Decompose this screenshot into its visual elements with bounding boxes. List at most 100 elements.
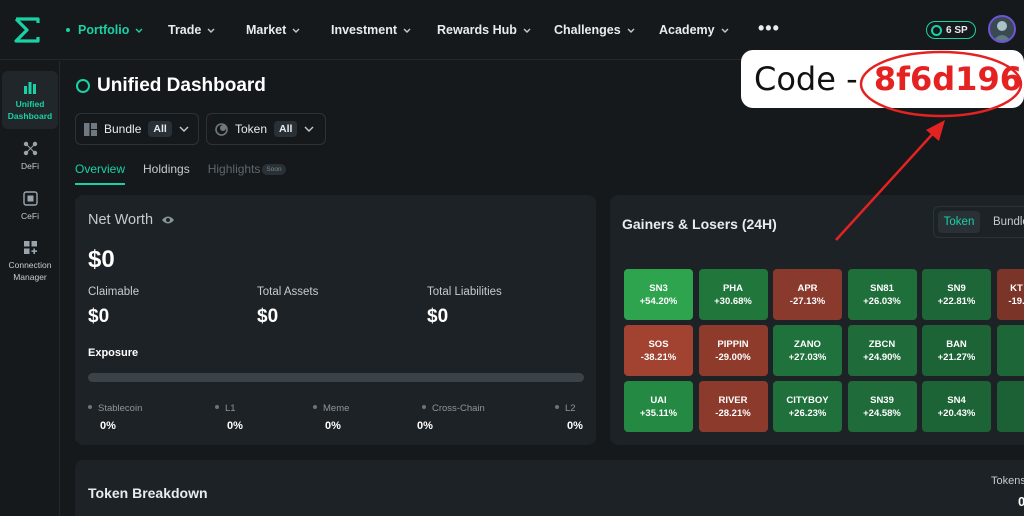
token-bundle-toggle: Token Bundle xyxy=(933,206,1024,238)
tab-overview[interactable]: Overview xyxy=(75,162,126,185)
sidebar-item-defi[interactable]: DeFi xyxy=(2,141,58,172)
tile-change: -38.21% xyxy=(640,351,677,363)
tile-symbol: ZANO xyxy=(794,338,821,350)
gainer-loser-tile[interactable]: SOS -38.21% xyxy=(624,325,693,376)
tile-change: +30.68% xyxy=(714,295,752,307)
exposure-item-meme: Meme 0% xyxy=(313,398,349,432)
tile-change: +35.11% xyxy=(639,407,678,419)
chevron-down-icon xyxy=(135,28,143,33)
tab-holdings[interactable]: Holdings xyxy=(143,162,190,176)
tile-change: -19. xyxy=(1008,295,1024,307)
gainer-loser-tile[interactable]: SN9 +22.81% xyxy=(922,269,991,320)
gainer-loser-tile[interactable] xyxy=(996,325,1024,376)
red-arrow-head xyxy=(926,120,945,141)
bundle-filter[interactable]: Bundle All xyxy=(75,113,199,145)
chevron-down-icon xyxy=(523,28,531,33)
nav-investment[interactable]: Investment xyxy=(331,23,411,37)
tile-symbol: ZBCN xyxy=(868,338,896,350)
tile-symbol: APR xyxy=(797,282,818,294)
toggle-bundle[interactable]: Bundle xyxy=(993,216,1024,228)
tile-symbol: SN9 xyxy=(947,282,966,294)
chevron-down-icon xyxy=(179,126,189,132)
gainer-loser-tile[interactable]: PHA +30.68% xyxy=(698,269,768,320)
total-liabilities-label: Total Liabilities xyxy=(427,286,502,298)
legend-dot-icon xyxy=(422,404,426,409)
tile-change: -28.21% xyxy=(715,407,751,419)
page-title: Unified Dashboard xyxy=(76,75,266,97)
nav-market[interactable]: Market xyxy=(246,23,300,37)
gainer-loser-tile[interactable]: SN4 +20.43% xyxy=(922,381,991,432)
tile-symbol: RIVER xyxy=(718,394,748,406)
connection-icon xyxy=(23,241,37,254)
gainer-loser-tile[interactable]: ZBCN +24.90% xyxy=(847,325,917,376)
gainers-losers-card: Gainers & Losers (24H) Token Bundle SN3+… xyxy=(610,195,1024,445)
gainer-loser-tile[interactable]: SN3 +54.20% xyxy=(624,269,693,320)
legend-dot-icon xyxy=(215,404,219,409)
net-worth-value: $0 xyxy=(88,246,115,273)
tokens-label: Tokens xyxy=(991,475,1024,487)
tile-change: +54.20% xyxy=(639,295,678,307)
toggle-token[interactable]: Token xyxy=(938,211,980,233)
sidebar-item-cefi[interactable]: CeFi xyxy=(2,191,58,222)
claimable-value: $0 xyxy=(88,306,110,327)
gainer-loser-tile[interactable]: BAN +21.27% xyxy=(922,325,991,376)
gainer-loser-tile[interactable]: RIVER -28.21% xyxy=(698,381,768,432)
title-ring-icon xyxy=(76,79,90,93)
nav-portfolio[interactable]: Portfolio xyxy=(66,23,143,37)
tile-symbol: SN81 xyxy=(870,282,894,294)
user-avatar[interactable] xyxy=(988,15,1016,43)
gainer-loser-tile[interactable]: UAI +35.11% xyxy=(624,381,693,432)
bar-chart-icon xyxy=(24,82,36,94)
nav-rewards-hub[interactable]: Rewards Hub xyxy=(437,23,531,37)
top-navigation: Portfolio Trade Market Investment Reward… xyxy=(0,0,1024,60)
token-breakdown-card: Token Breakdown Tokens 0 xyxy=(75,460,1024,516)
defi-icon xyxy=(23,141,37,156)
token-icon xyxy=(215,122,228,136)
exposure-label: Exposure xyxy=(88,347,139,359)
avatar-figure-icon xyxy=(993,21,1011,41)
gainer-loser-tile[interactable]: SN39 +24.58% xyxy=(847,381,917,432)
code-annotation-box: Code - 8f6d1961 xyxy=(741,50,1024,108)
tile-change: +27.03% xyxy=(788,351,827,363)
gainer-loser-tile[interactable]: CITYBOY +26.23% xyxy=(773,381,842,432)
nav-academy[interactable]: Academy xyxy=(659,23,729,37)
gainer-loser-tile[interactable]: SN81 +26.03% xyxy=(847,269,917,320)
tokens-value: 0 xyxy=(1018,494,1024,509)
sp-points-badge[interactable]: 6 SP xyxy=(926,21,976,39)
sidebar-item-connection-manager[interactable]: Connection Manager xyxy=(2,240,58,283)
more-menu-button[interactable]: ••• xyxy=(758,18,780,38)
gainer-loser-tile[interactable]: APR -27.13% xyxy=(773,269,842,320)
tile-symbol: UAI xyxy=(650,394,667,406)
token-breakdown-title: Token Breakdown xyxy=(88,485,208,501)
tile-symbol: KT xyxy=(1010,282,1023,294)
tile-change: +26.23% xyxy=(788,407,827,419)
tile-symbol: PHA xyxy=(722,282,744,294)
tile-symbol: CITYBOY xyxy=(786,394,829,406)
tile-symbol: SOS xyxy=(648,338,669,350)
soon-badge: Soon xyxy=(262,164,286,176)
chevron-down-icon xyxy=(403,28,411,33)
gainer-loser-tile[interactable]: ZANO +27.03% xyxy=(773,325,842,376)
tab-highlights[interactable]: Highlights Soon xyxy=(208,162,286,185)
sidebar-item-unified-dashboard[interactable]: Unified Dashboard xyxy=(2,71,58,129)
tile-change: +20.43% xyxy=(937,407,976,419)
active-dot-icon xyxy=(66,28,70,32)
gainer-loser-tile[interactable] xyxy=(996,381,1024,432)
sidebar: Unified Dashboard DeFi CeFi Connection M… xyxy=(0,61,60,516)
gainer-loser-tile[interactable]: KT -19. xyxy=(996,269,1024,320)
gainer-loser-tile[interactable]: PIPPIN -29.00% xyxy=(698,325,768,376)
token-filter[interactable]: Token All xyxy=(206,113,326,145)
legend-dot-icon xyxy=(88,404,92,409)
nav-challenges[interactable]: Challenges xyxy=(554,23,635,37)
cefi-icon xyxy=(22,191,38,206)
exposure-bar xyxy=(88,373,584,382)
tile-symbol: BAN xyxy=(946,338,967,350)
tile-change: +24.90% xyxy=(863,351,901,363)
eye-icon[interactable] xyxy=(161,215,175,225)
exposure-item-stablecoin: Stablecoin 0% xyxy=(88,398,142,432)
dashboard-tabs: Overview Holdings Highlights Soon xyxy=(75,162,286,185)
sigma-logo-icon[interactable] xyxy=(13,17,41,43)
chevron-down-icon xyxy=(627,28,635,33)
nav-trade[interactable]: Trade xyxy=(168,23,215,37)
net-worth-card: Net Worth $0 Claimable $0 Total Assets $… xyxy=(75,195,596,445)
